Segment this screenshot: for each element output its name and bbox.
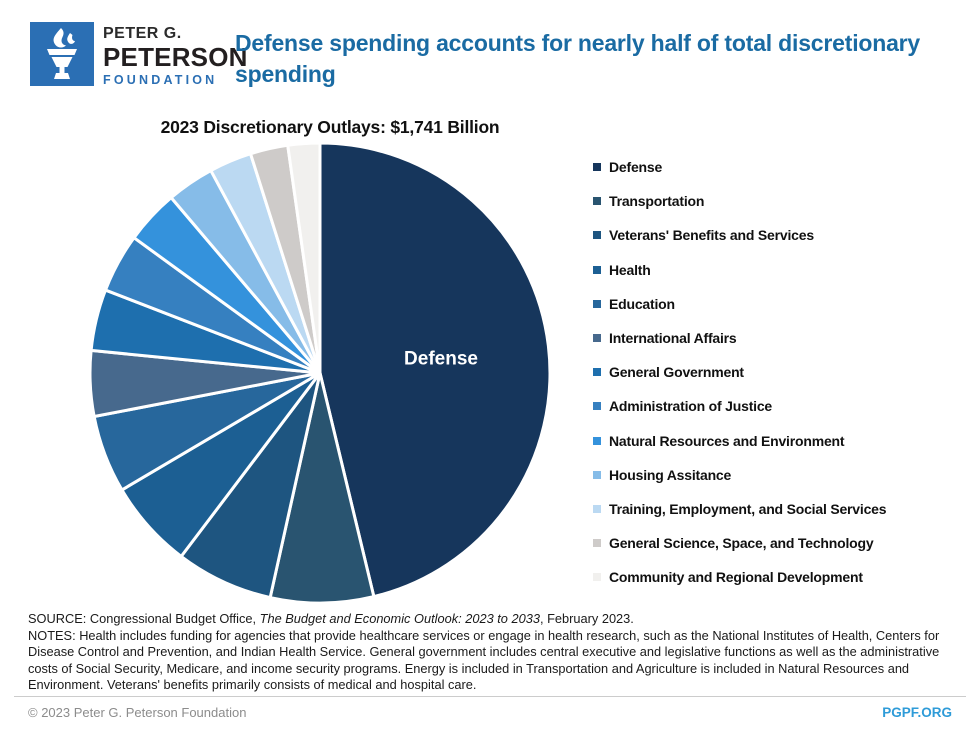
legend-item-community-and-regional-development: Community and Regional Development [593,560,973,594]
torch-icon [30,22,94,86]
legend: Defense Transportation Veterans' Benefits … [593,150,973,594]
legend-item-general-government: General Government [593,355,973,389]
pie-slice-community-and-regional-development [286,141,322,375]
legend-item-administration-of-justice: Administration of Justice [593,389,973,423]
legend-swatch-icon [593,334,601,343]
legend-swatch-icon [593,265,601,274]
legend-item-veterans-benefits-and-services: Veterans' Benefits and Services [593,218,973,252]
pgpf-link[interactable]: PGPF.ORG [882,705,952,720]
legend-swatch-icon [593,368,601,377]
legend-swatch-icon [593,197,601,206]
legend-label: Education [609,295,675,312]
legend-label: Veterans' Benefits and Services [609,227,814,244]
source-note: SOURCE: Congressional Budget Office, The… [28,611,964,628]
legend-label: General Science, Space, and Technology [609,535,874,552]
source-prefix: SOURCE: Congressional Budget Office, [28,611,260,626]
brand-logo-mark [30,22,94,86]
legend-label: Natural Resources and Environment [609,432,845,449]
legend-label: Defense [609,159,663,176]
page-title: Defense spending accounts for nearly hal… [235,30,921,87]
legend-item-transportation: Transportation [593,184,973,218]
legend-label: Housing Assitance [609,466,732,483]
source-and-notes: SOURCE: Congressional Budget Office, The… [28,611,964,694]
legend-item-general-science-space-and-technology: General Science, Space, and Technology [593,526,973,560]
footer-divider [14,696,966,697]
legend-label: Administration of Justice [609,398,773,415]
copyright-text: © 2023 Peter G. Peterson Foundation [28,705,247,720]
legend-swatch-icon [593,539,601,548]
notes-text: NOTES: Health includes funding for agenc… [28,627,940,693]
legend-item-training-employment-and-social-services: Training, Employment, and Social Service… [593,492,973,526]
legend-item-natural-resources-and-environment: Natural Resources and Environment [593,424,973,458]
legend-label: General Government [609,364,744,381]
legend-item-health: Health [593,253,973,287]
chart-title: 2023 Discretionary Outlays: $1,741 Billi… [160,117,500,137]
legend-label: Transportation [609,193,705,210]
source-suffix: , February 2023. [539,611,634,626]
legend-label: Community and Regional Development [609,569,863,586]
legend-swatch-icon [593,436,601,445]
legend-swatch-icon [593,231,601,240]
pie-slice-transportation [268,371,376,605]
legend-item-international-affairs: International Affairs [593,321,973,355]
brand-logo-text: PETER G. PETERSON FOUNDATION [103,26,248,87]
pie-chart: Defense [85,138,555,608]
legend-item-housing-assitance: Housing Assitance [593,458,973,492]
logo-line-peterson: PETERSON [103,42,248,72]
legend-item-defense: Defense [593,150,973,184]
legend-swatch-icon [593,470,601,479]
legend-label: Health [609,261,651,278]
legend-swatch-icon [593,299,601,308]
legend-swatch-icon [593,402,601,411]
legend-item-education: Education [593,287,973,321]
legend-swatch-icon [593,573,601,582]
legend-swatch-icon [593,163,601,172]
defense-slice-label: Defense [404,349,478,370]
legend-swatch-icon [593,504,601,513]
pie-slice-defense [318,141,552,599]
legend-label: International Affairs [609,330,737,347]
logo-line-peter-g: PETER G. [103,25,182,42]
logo-line-foundation: FOUNDATION [103,73,218,87]
source-publication: The Budget and Economic Outlook: 2023 to… [259,611,540,626]
legend-label: Training, Employment, and Social Service… [609,500,887,517]
